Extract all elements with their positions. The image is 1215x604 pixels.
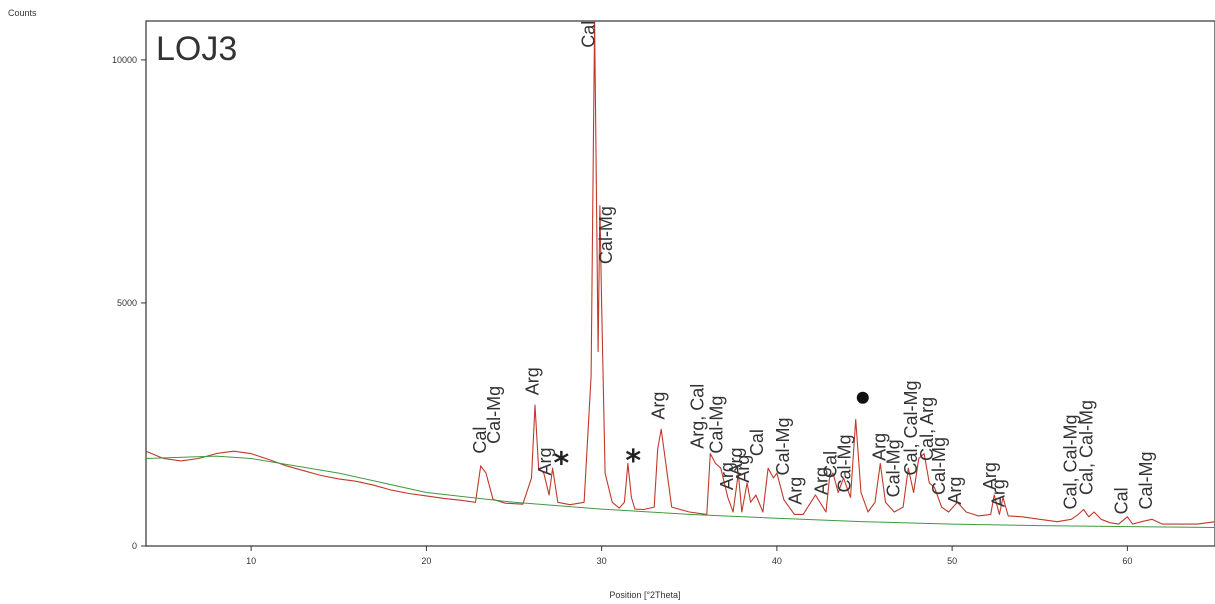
diffraction-pattern-line [145,20,1215,525]
y-axis-label: Counts [8,8,37,18]
peak-label: Cal-Mg [773,417,793,475]
asterisk-marker: * [553,446,569,481]
peak-label: Cal [820,451,840,478]
peak-label: Arg [785,477,805,505]
peak-label: Arg [812,467,832,495]
peak-label: Cal [470,427,490,454]
y-tick-label: 5000 [117,298,137,308]
chart-title: LOJ3 [156,30,237,68]
circle-marker [856,391,869,404]
y-tick-label: 0 [132,541,137,551]
y-tick-label: 10000 [112,55,137,65]
x-tick-label: 20 [421,556,431,566]
peak-label: Cal, Cal-Mg [901,380,921,475]
peak-label: Cal-Mg [834,435,854,493]
peak-label: Cal-Mg [707,396,727,454]
background-line [145,455,1215,528]
peak-label: Cal-Mg [596,206,616,264]
peak-label: Cal-Mg [1136,452,1156,510]
peak-label: Arg [649,392,669,420]
peak-label: Cal-Mg [484,386,504,444]
asterisk-marker: * [625,444,641,479]
plot-frame [145,20,1215,547]
peak-label: Cal [747,429,767,456]
x-tick-label: 50 [947,556,957,566]
peak-label: Cal, Arg [917,397,937,461]
peak-label: Arg [870,433,890,461]
series-layer [145,20,1215,528]
x-tick-label: 10 [246,556,256,566]
peak-label: Cal, Cal-Mg [1076,400,1096,495]
peak-label: Arg [980,462,1000,490]
x-axis-ticks: 10 20 30 40 50 60 [246,546,1132,566]
peak-label: Arg [945,477,965,505]
peak-label: Arg [989,479,1009,507]
peak-label: Arg [733,455,753,483]
peak-label: Cal-Mg [884,439,904,497]
x-tick-label: 60 [1122,556,1132,566]
peak-label: Cal-Mg [929,437,949,495]
peak-label: Cal [1111,487,1131,514]
peak-label: Arg [535,447,555,475]
y-axis-ticks: 0 5000 10000 [112,55,146,551]
peak-label: Cal, Cal-Mg [1061,415,1081,510]
peak-label: Arg [726,447,746,475]
peak-label: Arg, Cal [687,384,707,449]
peak-label: Arg [717,462,737,490]
markers [856,391,869,404]
peak-label: Cal [579,21,599,48]
x-tick-label: 40 [772,556,782,566]
x-axis-label: Position [°2Theta] [609,590,680,600]
x-tick-label: 30 [597,556,607,566]
peak-label: Arg [523,367,543,395]
